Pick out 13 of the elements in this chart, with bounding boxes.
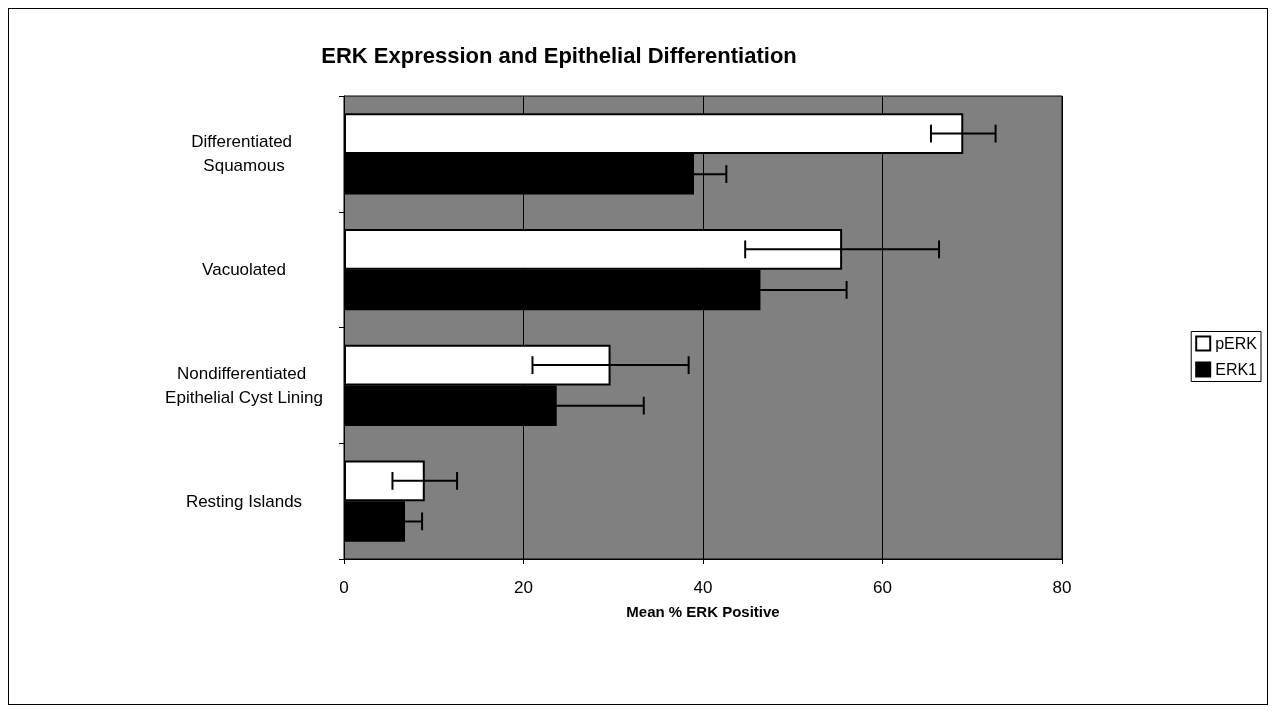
chart-title: ERK Expression and Epithelial Differentiation xyxy=(321,42,797,68)
y-tick-label: Differentiated Squamous xyxy=(191,132,297,176)
x-tick-label: 40 xyxy=(693,578,713,597)
x-axis-title: Mean % ERK Positive xyxy=(626,603,780,620)
x-tick-label: 20 xyxy=(514,578,533,597)
y-tick-label: Resting Islands xyxy=(185,491,303,511)
x-tick-label: 0 xyxy=(339,578,349,597)
x-tick-label: 60 xyxy=(873,578,892,597)
y-tick-label: Nondifferentiated Epithelial Cyst Lining xyxy=(165,363,323,407)
y-tick-label: Vacuolated xyxy=(202,260,286,280)
legend-label: ERK1 xyxy=(1215,361,1258,378)
x-tick-label: 80 xyxy=(1052,578,1072,597)
legend-label: pERK xyxy=(1215,335,1258,352)
